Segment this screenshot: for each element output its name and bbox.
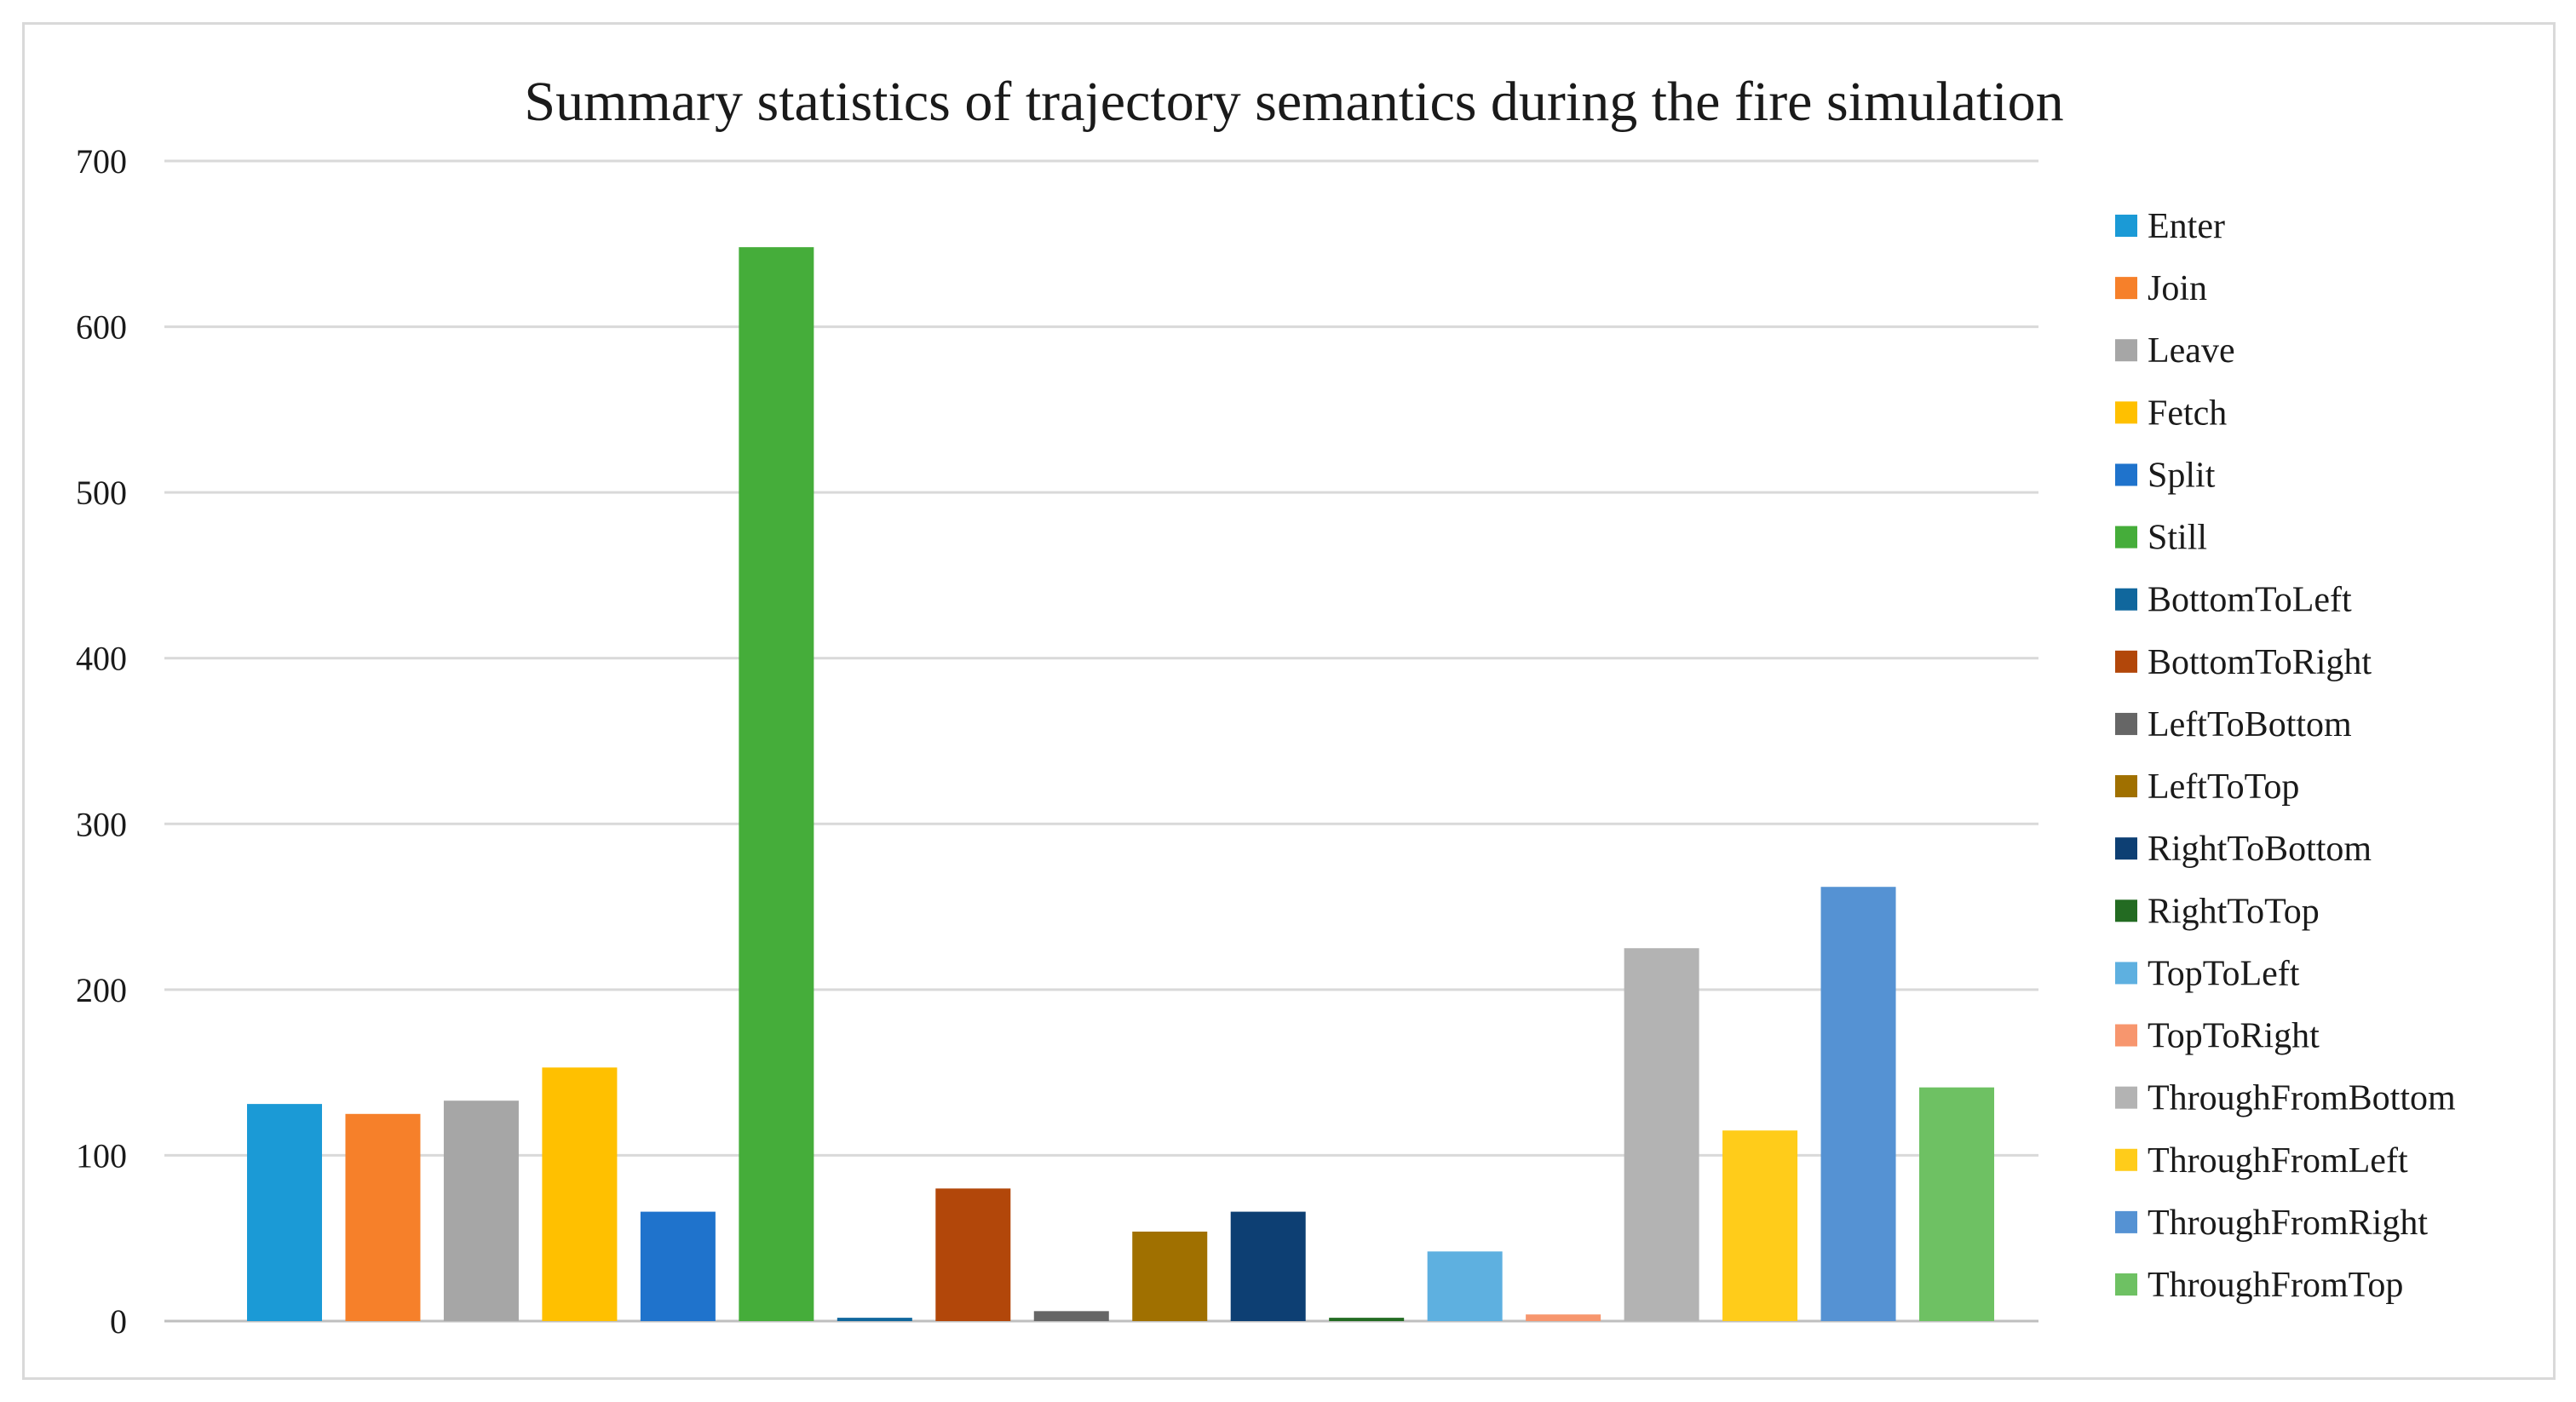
chart-title: Summary statistics of trajectory semanti… xyxy=(524,71,2063,133)
legend-swatch xyxy=(2115,215,2137,237)
legend-swatch xyxy=(2115,526,2137,549)
legend-label: LeftToBottom xyxy=(2148,705,2352,744)
bar-split xyxy=(640,1211,716,1321)
y-axis-ticks: 0 100 200 300 400 500 600 700 xyxy=(76,142,127,1341)
legend-swatch xyxy=(2115,1148,2137,1171)
legend-label: Split xyxy=(2148,456,2216,495)
bar-right-to-top xyxy=(1329,1318,1405,1321)
bar-top-to-left xyxy=(1427,1251,1503,1321)
bar-fetch xyxy=(542,1067,618,1321)
legend-label: Join xyxy=(2148,269,2207,308)
bar-through-from-bottom xyxy=(1624,948,1699,1321)
legend-swatch xyxy=(2115,588,2137,611)
legend-swatch xyxy=(2115,277,2137,300)
legend-label: Still xyxy=(2148,519,2207,558)
legend-swatch xyxy=(2115,712,2137,735)
chart-frame: Summary statistics of trajectory semanti… xyxy=(22,22,2556,1380)
y-tick-label: 200 xyxy=(76,971,127,1009)
legend-swatch xyxy=(2115,1210,2137,1233)
bar-still xyxy=(739,247,814,1322)
legend-label: ThroughFromTop xyxy=(2148,1266,2403,1305)
legend: Enter Join Leave Fetch Split Still BottomToLef… xyxy=(2115,207,2456,1305)
legend-swatch xyxy=(2115,1024,2137,1047)
y-tick-label: 0 xyxy=(110,1302,127,1341)
legend-label: Enter xyxy=(2148,207,2225,246)
y-tick-label: 600 xyxy=(76,308,127,347)
legend-label: ThroughFromRight xyxy=(2148,1204,2428,1243)
bar-chart: Summary statistics of trajectory semanti… xyxy=(76,71,2456,1341)
legend-swatch xyxy=(2115,962,2137,985)
legend-swatch xyxy=(2115,1273,2137,1296)
bar-through-from-left xyxy=(1722,1130,1798,1321)
y-tick-label: 300 xyxy=(76,805,127,843)
bar-left-to-top xyxy=(1132,1231,1208,1321)
legend-label: LeftToTop xyxy=(2148,767,2299,807)
y-tick-label: 100 xyxy=(76,1136,127,1175)
bars xyxy=(247,247,1994,1322)
legend-swatch xyxy=(2115,650,2137,673)
legend-label: ThroughFromLeft xyxy=(2148,1141,2408,1181)
y-tick-label: 500 xyxy=(76,474,127,512)
legend-swatch xyxy=(2115,1086,2137,1109)
legend-label: Leave xyxy=(2148,331,2235,371)
legend-label: TopToRight xyxy=(2148,1017,2320,1056)
bar-leave xyxy=(443,1100,519,1321)
bar-through-from-right xyxy=(1820,887,1896,1321)
legend-swatch xyxy=(2115,837,2137,860)
bar-bottom-to-right xyxy=(935,1188,1011,1321)
legend-label: ThroughFromBottom xyxy=(2148,1079,2456,1118)
legend-label: BottomToRight xyxy=(2148,643,2372,682)
legend-label: TopToLeft xyxy=(2148,954,2300,993)
y-tick-label: 700 xyxy=(76,142,127,181)
bar-top-to-right xyxy=(1526,1314,1601,1321)
bar-enter xyxy=(247,1104,322,1321)
legend-label: RightToTop xyxy=(2148,892,2320,931)
y-tick-label: 400 xyxy=(76,640,127,678)
bar-through-from-top xyxy=(1919,1087,1994,1321)
legend-label: Fetch xyxy=(2148,394,2227,433)
bar-left-to-bottom xyxy=(1033,1311,1109,1321)
legend-swatch xyxy=(2115,339,2137,362)
legend-swatch xyxy=(2115,899,2137,922)
legend-swatch xyxy=(2115,775,2137,798)
legend-label: BottomToLeft xyxy=(2148,581,2352,620)
legend-swatch xyxy=(2115,463,2137,486)
legend-swatch xyxy=(2115,401,2137,424)
bar-right-to-bottom xyxy=(1230,1211,1306,1321)
bar-bottom-to-left xyxy=(837,1318,912,1321)
bar-join xyxy=(345,1113,421,1321)
legend-label: RightToBottom xyxy=(2148,830,2372,869)
